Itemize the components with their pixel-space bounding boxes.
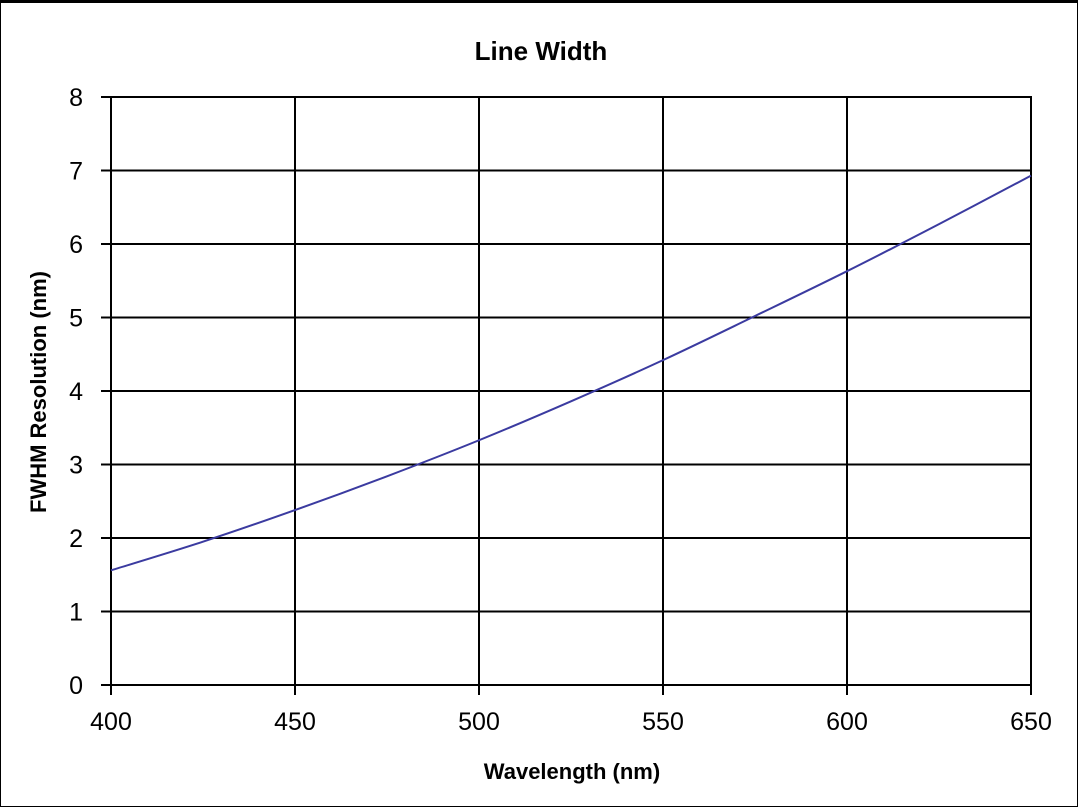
grid	[110, 96, 1032, 686]
chart-title: Line Width	[475, 36, 608, 66]
y-tick-label: 3	[69, 452, 83, 480]
x-tick-label: 450	[274, 708, 316, 736]
x-axis-ticks: 400 450 500 550 600 650	[90, 685, 1052, 736]
series-line-0	[110, 174, 1032, 572]
y-tick-label: 8	[69, 84, 83, 112]
x-tick-label: 650	[1010, 708, 1052, 736]
x-tick-label: 600	[826, 708, 868, 736]
y-tick-label: 4	[69, 378, 83, 406]
y-axis-label: FWHM Resolution (nm)	[26, 271, 51, 513]
series-group	[110, 174, 1032, 572]
y-tick-label: 6	[69, 231, 83, 259]
y-tick-label: 5	[69, 305, 83, 333]
x-tick-label: 400	[90, 708, 132, 736]
y-axis-ticks: 0 1 2 3 4 5 6 7 8	[69, 84, 111, 700]
x-tick-label: 550	[642, 708, 684, 736]
y-tick-label: 1	[69, 599, 83, 627]
x-tick-label: 500	[458, 708, 500, 736]
y-tick-label: 7	[69, 158, 83, 186]
x-axis-label: Wavelength (nm)	[484, 759, 660, 784]
y-tick-label: 2	[69, 525, 83, 553]
y-tick-label: 0	[69, 672, 83, 700]
